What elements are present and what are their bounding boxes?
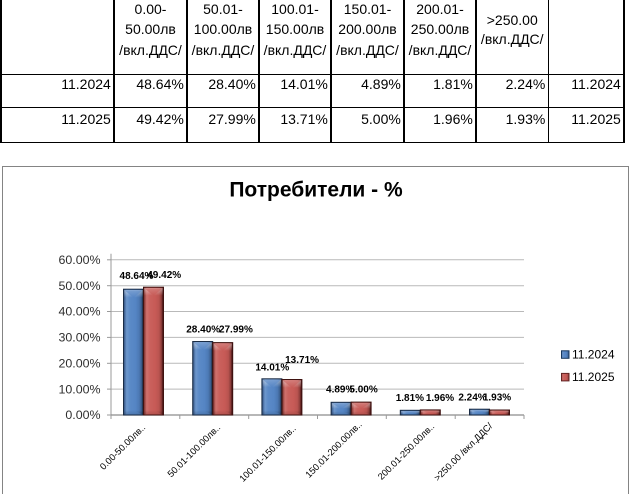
svg-text:10.00%: 10.00%: [58, 382, 100, 396]
svg-text:200.01-250.00лв..: 200.01-250.00лв..: [376, 421, 436, 481]
svg-text:48.64%: 48.64%: [120, 271, 154, 282]
svg-text:0.00%: 0.00%: [65, 408, 100, 422]
svg-text:40.00%: 40.00%: [58, 305, 100, 319]
svg-text:11.2024: 11.2024: [572, 347, 615, 361]
svg-text:14.01%: 14.01%: [255, 362, 289, 373]
svg-text:4.89%: 4.89%: [326, 385, 354, 396]
svg-text:1.81%: 1.81%: [396, 393, 424, 404]
svg-text:0.00-50.00лв..: 0.00-50.00лв..: [98, 422, 147, 471]
svg-text:60.00%: 60.00%: [58, 253, 100, 267]
svg-text:11.2025: 11.2025: [572, 370, 615, 384]
svg-text:30.00%: 30.00%: [58, 331, 100, 345]
svg-text:>250.00 /вкл.ДДС/: >250.00 /вкл.ДДС/: [432, 421, 495, 484]
svg-text:20.00%: 20.00%: [58, 357, 100, 371]
svg-text:28.40%: 28.40%: [186, 324, 220, 335]
svg-text:150.01-200.00лв..: 150.01-200.00лв..: [303, 419, 363, 479]
svg-text:2.24%: 2.24%: [458, 393, 486, 404]
svg-text:49.42%: 49.42%: [147, 270, 181, 281]
svg-text:1.93%: 1.93%: [483, 393, 511, 404]
svg-text:27.99%: 27.99%: [219, 324, 253, 335]
svg-text:1.96%: 1.96%: [426, 393, 454, 404]
svg-text:13.71%: 13.71%: [285, 355, 319, 366]
svg-text:100.01-150.00лв..: 100.01-150.00лв..: [237, 423, 297, 483]
svg-text:50.00%: 50.00%: [58, 279, 100, 293]
svg-text:5.00%: 5.00%: [349, 385, 377, 396]
svg-text:50.01-100.00лв..: 50.01-100.00лв..: [166, 422, 223, 479]
svg-text:Потребители - %: Потребители - %: [229, 179, 403, 202]
